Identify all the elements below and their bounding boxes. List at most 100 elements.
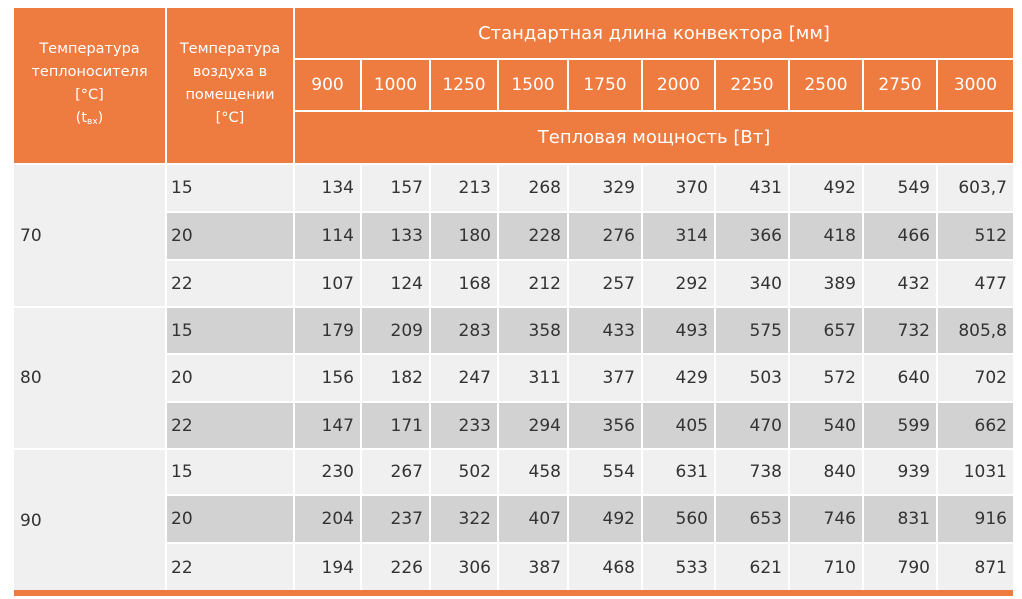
power-value-cell: 631: [675, 462, 708, 482]
power-value-cell: 502: [458, 462, 491, 482]
power-value-cell: 233: [458, 415, 491, 436]
column-separator: [293, 544, 295, 591]
column-separator: [429, 450, 431, 494]
column-separator: [641, 496, 643, 542]
column-separator: [862, 403, 864, 448]
power-value-cell: 738: [749, 462, 782, 482]
length-900: 900: [295, 60, 360, 110]
column-separator: [293, 165, 295, 211]
power-value-cell: 432: [897, 273, 930, 294]
length-2500: 2500: [790, 60, 862, 110]
column-separator: [714, 308, 716, 353]
column-separator: [862, 308, 864, 353]
power-value-cell: 503: [749, 368, 782, 388]
power-value-cell: 916: [974, 509, 1007, 529]
power-value-cell: 358: [528, 320, 561, 341]
power-value-cell: 662: [974, 415, 1007, 436]
column-separator: [360, 496, 362, 542]
column-separator: [862, 165, 864, 211]
header-supply-temp-line: Температура: [39, 41, 140, 57]
column-separator: [714, 450, 716, 494]
column-separator: [936, 496, 938, 542]
power-value-cell: 311: [528, 368, 561, 388]
column-separator: [641, 355, 643, 401]
column-separator: [360, 544, 362, 591]
column-separator: [497, 308, 499, 353]
length-title: Стандартная длина конвектора [мм]: [295, 8, 1013, 58]
table-row: 22 194 226 306 387 468 533 621 710 790 871: [167, 544, 1013, 591]
column-separator: [641, 308, 643, 353]
column-separator: [293, 355, 295, 401]
air-temp-cell: 22: [171, 415, 193, 436]
column-separator: [567, 261, 569, 306]
power-value-cell: 370: [675, 178, 708, 198]
column-separator: [429, 403, 431, 448]
length-1500: 1500: [499, 60, 567, 110]
column-separator: [567, 450, 569, 494]
power-value-cell: 492: [602, 509, 635, 529]
column-separator: [429, 544, 431, 591]
bottom-bar: [14, 590, 1013, 596]
header-air-temp-line: помещении: [185, 87, 275, 103]
column-separator: [567, 213, 569, 259]
column-separator: [429, 261, 431, 306]
column-separator: [641, 403, 643, 448]
power-value-cell: 599: [897, 415, 930, 436]
length-1250: 1250: [431, 60, 497, 110]
table-row: 22 107 124 168 212 257 292 340 389 432 477: [167, 261, 1013, 306]
header-air-temp: Температура воздуха в помещении [°C]: [167, 8, 293, 163]
power-value-cell: 871: [974, 557, 1007, 578]
column-separator: [788, 403, 790, 448]
air-temp-cell: 15: [171, 462, 193, 482]
column-separator: [360, 213, 362, 259]
power-value-cell: 157: [390, 178, 423, 198]
column-separator: [714, 496, 716, 542]
power-value-cell: 230: [321, 462, 354, 482]
power-value-cell: 549: [897, 178, 930, 198]
column-separator: [429, 355, 431, 401]
column-separator: [360, 165, 362, 211]
table-row: 20 114 133 180 228 276 314 366 418 466 512: [167, 213, 1013, 259]
power-value-cell: 247: [458, 368, 491, 388]
power-value-cell: 114: [321, 226, 354, 246]
power-value-cell: 276: [602, 226, 635, 246]
power-value-cell: 228: [528, 226, 561, 246]
column-separator: [567, 403, 569, 448]
power-value-cell: 554: [602, 462, 635, 482]
column-separator: [497, 496, 499, 542]
power-value-cell: 107: [321, 273, 354, 294]
power-value-cell: 134: [321, 178, 354, 198]
header-supply-temp-line: теплоносителя: [31, 64, 148, 80]
column-separator: [567, 165, 569, 211]
power-value-cell: 575: [749, 320, 782, 341]
power-value-cell: 180: [458, 226, 491, 246]
power-value-cell: 314: [675, 226, 708, 246]
power-value-cell: 377: [602, 368, 635, 388]
power-value-cell: 389: [823, 273, 856, 294]
column-separator: [641, 450, 643, 494]
column-separator: [788, 213, 790, 259]
column-separator: [360, 403, 362, 448]
column-separator: [360, 308, 362, 353]
column-separator: [497, 355, 499, 401]
column-separator: [788, 544, 790, 591]
power-value-cell: 831: [897, 509, 930, 529]
power-value-cell: 433: [602, 320, 635, 341]
column-separator: [567, 496, 569, 542]
power-title: Тепловая мощность [Вт]: [295, 112, 1013, 163]
power-value-cell: 468: [602, 557, 635, 578]
column-separator: [936, 308, 938, 353]
column-separator: [641, 261, 643, 306]
power-value-cell: 226: [390, 557, 423, 578]
column-separator: [293, 213, 295, 259]
power-value-cell: 356: [602, 415, 635, 436]
length-1000: 1000: [362, 60, 429, 110]
power-value-cell: 366: [749, 226, 782, 246]
column-separator: [788, 450, 790, 494]
column-separator: [936, 544, 938, 591]
supply-temp-cell: 80: [14, 308, 165, 448]
column-separator: [714, 403, 716, 448]
air-temp-cell: 22: [171, 273, 193, 294]
table-row: 15 179 209 283 358 433 493 575 657 732 805,8: [167, 308, 1013, 353]
power-value-cell: 492: [823, 178, 856, 198]
